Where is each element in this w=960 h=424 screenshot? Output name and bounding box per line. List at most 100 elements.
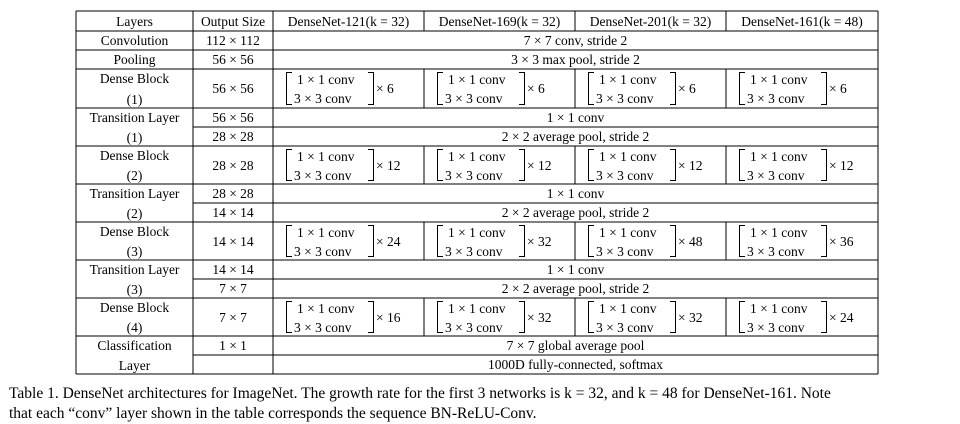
dense-block-cell: 1 × 1 conv 3 × 3 conv × 32 <box>575 298 726 336</box>
left-bracket-icon <box>437 225 443 257</box>
block-conv-1x1: 1 × 1 conv <box>750 301 808 316</box>
spanning-cell: 7 × 7 global average pool <box>506 338 645 354</box>
block-conv-3x3: 3 × 3 conv <box>747 91 805 106</box>
output-size: 56 × 56 <box>212 81 254 97</box>
dense-block-cell: 1 × 1 conv 3 × 3 conv × 36 <box>726 222 878 260</box>
right-bracket-icon <box>368 301 374 333</box>
layer-name-line: (2) <box>126 167 143 183</box>
layer-name-line: Transition Layer <box>89 262 180 277</box>
left-bracket-icon <box>286 149 292 181</box>
block-conv-3x3: 3 × 3 conv <box>747 320 805 335</box>
block-conv-3x3: 3 × 3 conv <box>596 244 654 259</box>
left-bracket-icon <box>286 72 292 105</box>
right-bracket-icon <box>519 225 525 257</box>
output-size: 7 × 7 <box>219 309 247 325</box>
layer-name-line: (1) <box>126 129 143 145</box>
left-bracket-icon <box>739 72 745 105</box>
block-multiplier: × 32 <box>678 310 703 325</box>
left-bracket-icon <box>437 301 443 333</box>
right-bracket-icon <box>821 301 827 333</box>
block-conv-1x1: 1 × 1 conv <box>599 301 657 316</box>
block-conv-1x1: 1 × 1 conv <box>750 225 808 240</box>
layer-name-line: (3) <box>126 281 143 297</box>
layer-name: Convolution <box>100 33 169 49</box>
output-size: 28 × 28 <box>212 129 254 145</box>
layer-name: Transition Layer (3) <box>76 262 193 297</box>
block-conv-1x1: 1 × 1 conv <box>297 225 355 240</box>
block-conv-3x3: 3 × 3 conv <box>596 91 654 106</box>
right-bracket-icon <box>821 149 827 181</box>
layer-name: Dense Block (3) <box>76 224 193 259</box>
block-conv-3x3: 3 × 3 conv <box>294 91 352 106</box>
layer-name-line: Transition Layer <box>89 186 180 201</box>
left-bracket-icon <box>739 225 745 257</box>
right-bracket-icon <box>821 72 827 105</box>
spanning-cell: 1000D fully-connected, softmax <box>487 357 664 373</box>
block-conv-3x3: 3 × 3 conv <box>747 244 805 259</box>
spanning-cell: 3 × 3 max pool, stride 2 <box>511 52 640 68</box>
block-multiplier: × 6 <box>527 81 545 96</box>
output-size: 14 × 14 <box>212 233 254 249</box>
output-size: 28 × 28 <box>212 186 254 202</box>
block-multiplier: × 48 <box>678 234 703 249</box>
dense-block-cell: 1 × 1 conv 3 × 3 conv × 6 <box>424 69 575 108</box>
right-bracket-icon <box>519 72 525 105</box>
output-size: 7 × 7 <box>219 281 247 297</box>
layer-name-line: Dense Block <box>99 300 170 315</box>
layer-name: Dense Block (1) <box>76 71 193 107</box>
block-conv-3x3: 3 × 3 conv <box>445 244 503 259</box>
layer-name-line: Layer <box>118 357 151 373</box>
block-conv-1x1: 1 × 1 conv <box>448 149 506 164</box>
spanning-cell: 1 × 1 conv <box>546 186 605 202</box>
block-multiplier: × 6 <box>829 81 847 96</box>
layer-name: Classification Layer <box>76 338 193 373</box>
block-conv-1x1: 1 × 1 conv <box>297 72 355 87</box>
caption-line-1: Table 1. DenseNet architectures for Imag… <box>9 385 831 402</box>
block-multiplier: × 12 <box>829 158 854 173</box>
spanning-cell: 2 × 2 average pool, stride 2 <box>501 205 650 221</box>
layer-name-line: (1) <box>126 91 143 107</box>
right-bracket-icon <box>670 149 676 181</box>
output-size: 56 × 56 <box>212 52 254 68</box>
left-bracket-icon <box>437 72 443 105</box>
spanning-cell: 1 × 1 conv <box>546 110 605 126</box>
layer-name-line: (4) <box>126 319 143 335</box>
block-conv-1x1: 1 × 1 conv <box>448 301 506 316</box>
right-bracket-icon <box>821 225 827 257</box>
block-multiplier: × 32 <box>527 234 552 249</box>
layer-name-line: Transition Layer <box>89 110 180 125</box>
right-bracket-icon <box>670 225 676 257</box>
block-multiplier: × 24 <box>376 234 401 249</box>
layer-name-line: Dense Block <box>99 148 170 163</box>
block-multiplier: × 12 <box>678 158 703 173</box>
block-conv-1x1: 1 × 1 conv <box>750 72 808 87</box>
left-bracket-icon <box>739 149 745 181</box>
layer-name-line: Dense Block <box>99 224 170 239</box>
header-5: DenseNet-161(k = 48) <box>741 13 863 29</box>
output-size: 56 × 56 <box>212 110 254 126</box>
right-bracket-icon <box>519 149 525 181</box>
block-conv-1x1: 1 × 1 conv <box>297 301 355 316</box>
header-4: DenseNet-201(k = 32) <box>589 13 712 29</box>
layer-name-line: Classification <box>97 338 172 353</box>
output-size: 112 × 112 <box>206 33 260 49</box>
spanning-cell: 7 × 7 conv, stride 2 <box>523 33 628 49</box>
block-conv-3x3: 3 × 3 conv <box>294 320 352 335</box>
block-multiplier: × 6 <box>678 81 696 96</box>
block-conv-3x3: 3 × 3 conv <box>294 244 352 259</box>
header-0: Layers <box>116 13 153 29</box>
right-bracket-icon <box>670 72 676 105</box>
dense-block-cell: 1 × 1 conv 3 × 3 conv × 48 <box>575 222 726 260</box>
output-size: 14 × 14 <box>212 262 254 278</box>
left-bracket-icon <box>437 149 443 181</box>
dense-block-cell: 1 × 1 conv 3 × 3 conv × 6 <box>726 69 878 108</box>
block-conv-1x1: 1 × 1 conv <box>599 149 657 164</box>
layer-name: Dense Block (4) <box>76 300 193 335</box>
block-conv-3x3: 3 × 3 conv <box>747 168 805 183</box>
left-bracket-icon <box>588 301 594 333</box>
right-bracket-icon <box>368 149 374 181</box>
dense-block-cell: 1 × 1 conv 3 × 3 conv × 12 <box>273 146 424 184</box>
block-conv-1x1: 1 × 1 conv <box>448 225 506 240</box>
table-caption: Table 1. DenseNet architectures for Imag… <box>9 384 959 424</box>
layer-name: Transition Layer (2) <box>76 186 193 221</box>
